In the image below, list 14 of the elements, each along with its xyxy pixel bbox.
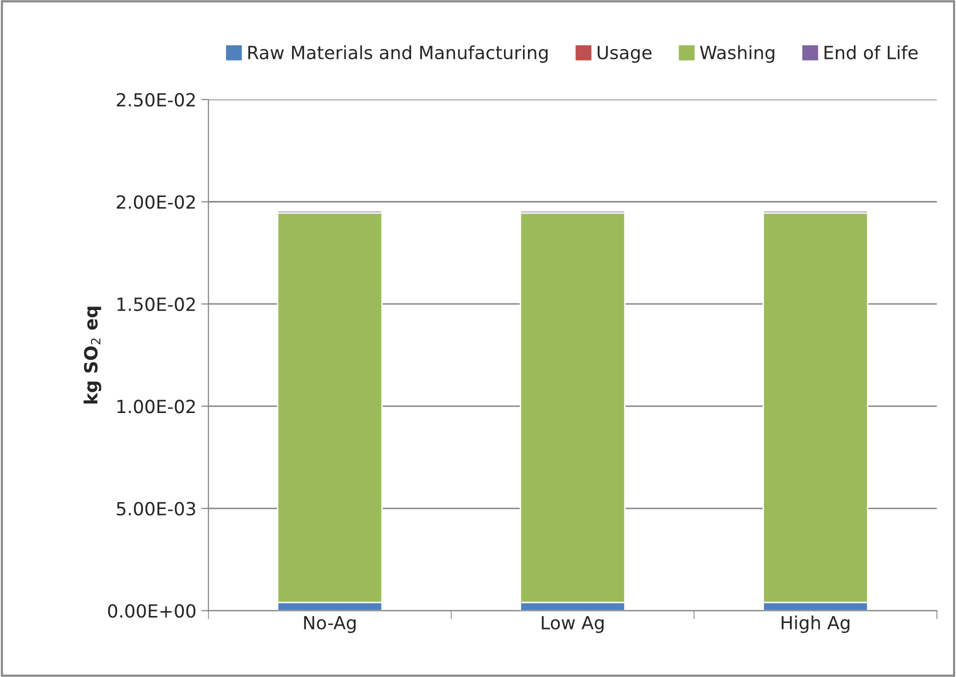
y-tick-label: 5.00E-03 xyxy=(116,502,196,516)
y-tick-label: 0.00E+00 xyxy=(108,604,196,618)
x-tick-label: Low Ag xyxy=(542,616,604,633)
y-tick-label: 1.00E-02 xyxy=(117,400,195,414)
y-axis-title: kg SO$_{2}$ eq xyxy=(84,306,102,404)
y-tick-label: 2.00E-02 xyxy=(116,195,195,209)
legend-label: Usage xyxy=(598,46,652,63)
legend-label: End of Life xyxy=(824,45,918,60)
y-tick-label: 1.50E-02 xyxy=(117,297,195,312)
x-tick-label: No-Ag xyxy=(304,616,356,633)
legend-label: Washing xyxy=(700,45,774,63)
x-tick-label: High Ag xyxy=(782,616,850,633)
legend-label: Raw Materials and Manufacturing xyxy=(248,45,548,63)
y-tick-label: 2.50E-02 xyxy=(116,92,195,107)
